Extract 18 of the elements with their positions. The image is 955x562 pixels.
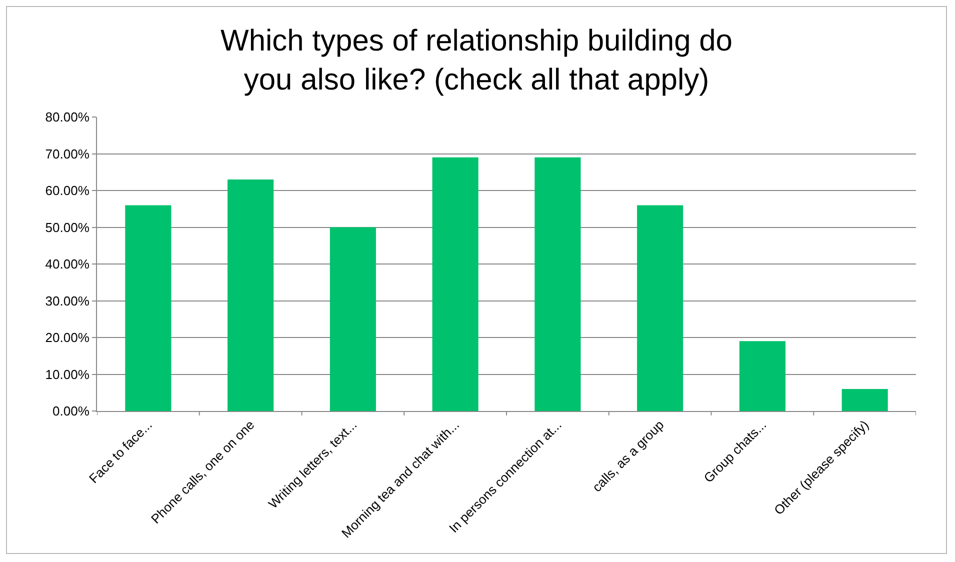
- y-tick-label: 0.00%: [52, 404, 90, 419]
- y-tick-label: 20.00%: [45, 330, 90, 346]
- y-tick-label: 60.00%: [45, 183, 90, 198]
- y-tick-label: 50.00%: [45, 220, 90, 235]
- bar: [125, 205, 172, 411]
- y-tick-label: 30.00%: [45, 293, 90, 308]
- bar: [637, 205, 684, 411]
- y-tick-label: 10.00%: [45, 366, 90, 382]
- bar: [228, 179, 274, 411]
- bar: [739, 341, 786, 411]
- y-tick-label: 80.00%: [45, 110, 90, 125]
- bar: [330, 227, 376, 411]
- bar: [432, 157, 478, 411]
- y-tick-label: 70.00%: [45, 146, 90, 162]
- bar: [842, 388, 888, 411]
- bar: [534, 157, 581, 411]
- chart-title: Which types of relationship building do you also like? (check all that apply): [220, 24, 732, 97]
- y-tick-label: 40.00%: [45, 256, 90, 272]
